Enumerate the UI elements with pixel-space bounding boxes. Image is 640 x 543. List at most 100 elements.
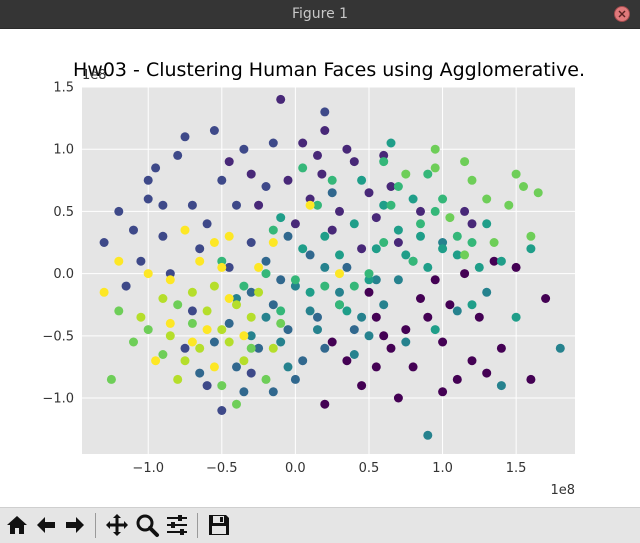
x-tick-label: −1.0 [132, 461, 164, 476]
data-point [504, 200, 514, 210]
data-point [526, 374, 536, 384]
pan-button[interactable] [104, 512, 130, 538]
data-point [143, 194, 153, 204]
data-point [187, 318, 197, 328]
data-point [217, 256, 227, 266]
data-point [416, 231, 425, 241]
data-point [519, 182, 528, 191]
data-point [430, 325, 440, 335]
data-point [217, 406, 227, 415]
toolbar-separator [197, 513, 198, 538]
data-point [158, 294, 168, 303]
data-point [349, 219, 359, 229]
data-point [246, 312, 256, 322]
data-point [320, 126, 330, 135]
data-point [202, 306, 212, 316]
data-point [371, 275, 381, 285]
data-point [452, 231, 462, 241]
data-point [239, 356, 249, 366]
data-point [320, 343, 330, 353]
data-point [438, 337, 448, 347]
toolbar-separator [95, 513, 96, 538]
x-tick-label: −0.5 [206, 461, 238, 476]
data-point [114, 256, 124, 266]
data-point [268, 387, 278, 397]
data-point [232, 294, 241, 303]
configure-subplots-button[interactable] [164, 512, 190, 538]
data-point [408, 256, 418, 266]
data-point [496, 256, 506, 266]
data-point [129, 225, 138, 235]
data-point [489, 256, 499, 266]
data-point [364, 331, 374, 341]
data-point [106, 374, 116, 384]
data-point [143, 175, 153, 185]
data-point [298, 163, 308, 173]
y-tick-label: 1.0 [53, 143, 74, 158]
data-point [452, 374, 462, 384]
data-point [298, 138, 308, 148]
data-point [349, 157, 359, 167]
data-point [165, 275, 175, 285]
data-point [158, 350, 168, 359]
save-button[interactable] [206, 512, 232, 538]
forward-button[interactable] [62, 512, 88, 538]
data-point [283, 362, 293, 372]
data-point [320, 399, 330, 409]
x-tick-label: 0.0 [285, 461, 306, 476]
data-point [224, 337, 234, 347]
y-tick-label: 1.5 [53, 81, 74, 96]
data-point [298, 356, 308, 366]
data-point [165, 318, 175, 328]
zoom-button[interactable] [134, 512, 160, 538]
data-point [268, 225, 278, 235]
data-point [268, 343, 278, 353]
data-point [246, 368, 256, 378]
data-point [180, 356, 190, 366]
data-point [511, 312, 521, 322]
data-point [386, 200, 396, 210]
data-point [232, 399, 241, 409]
data-point [313, 150, 322, 160]
data-point [217, 262, 227, 272]
data-point [357, 381, 367, 391]
data-point [261, 374, 271, 384]
chart-title: Hw03 - Clustering Human Faces using Aggl… [73, 59, 585, 81]
data-point [474, 312, 484, 322]
data-point [313, 312, 322, 322]
data-point [371, 213, 381, 223]
data-point [482, 368, 492, 378]
data-point [187, 287, 197, 297]
data-point [349, 350, 359, 359]
data-point [335, 206, 344, 216]
data-point [342, 144, 352, 154]
close-button[interactable] [614, 6, 630, 22]
y-tick-label: −0.5 [42, 329, 74, 344]
data-point [246, 343, 256, 353]
data-point [327, 337, 337, 347]
data-point [423, 430, 433, 440]
back-button[interactable] [33, 512, 59, 538]
data-point [298, 244, 308, 254]
move-icon [106, 514, 128, 536]
data-point [202, 381, 212, 391]
data-point [379, 157, 389, 167]
data-point [276, 213, 286, 223]
data-point [313, 200, 322, 210]
data-point [283, 231, 293, 241]
close-icon [618, 10, 626, 18]
data-point [276, 94, 286, 104]
data-point [401, 325, 411, 335]
data-point [114, 206, 124, 216]
data-point [209, 281, 219, 291]
data-point [401, 169, 411, 179]
home-button[interactable] [4, 512, 30, 538]
data-point [276, 275, 286, 285]
data-point [224, 157, 234, 167]
data-point [482, 194, 492, 204]
data-point [246, 238, 256, 247]
data-point [416, 294, 425, 303]
data-point [224, 294, 234, 303]
data-point [283, 325, 293, 335]
data-point [202, 325, 212, 335]
